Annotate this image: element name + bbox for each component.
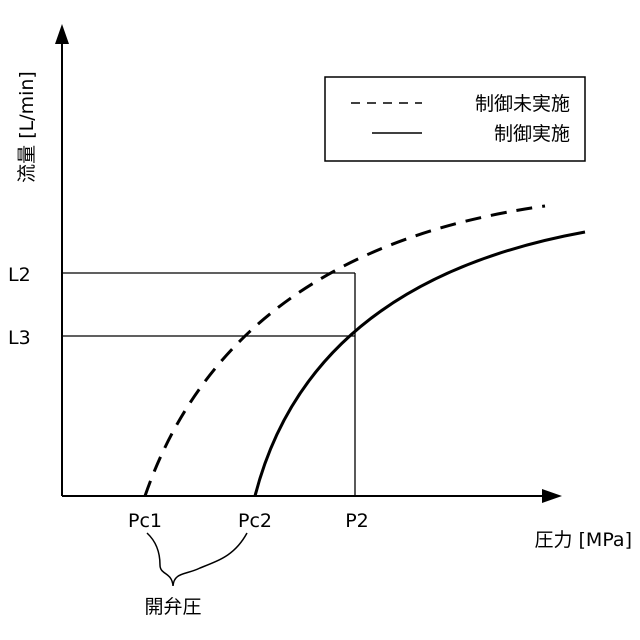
series-controlled-solid-curve <box>255 232 585 496</box>
valve-opening-pressure-label: 開弁圧 <box>144 596 201 618</box>
x-axis-arrow <box>542 489 562 503</box>
valve-opening-bracket <box>147 533 247 586</box>
series-uncontrolled-dashed-curve <box>145 206 545 496</box>
x-axis-title: 圧力 [MPa] <box>534 529 632 551</box>
x-tick-p2: P2 <box>345 510 369 532</box>
legend-label-uncontrolled: 制御未実施 <box>475 93 570 115</box>
y-tick-l3: L3 <box>8 327 31 349</box>
y-axis-arrow <box>55 24 69 44</box>
x-tick-pc1: Pc1 <box>128 510 162 532</box>
y-axis-title: 流量 [L/min] <box>16 71 38 183</box>
x-tick-pc2: Pc2 <box>238 510 272 532</box>
legend-box <box>325 77 585 161</box>
legend-label-controlled: 制御実施 <box>494 123 570 145</box>
y-tick-l2: L2 <box>8 264 31 286</box>
